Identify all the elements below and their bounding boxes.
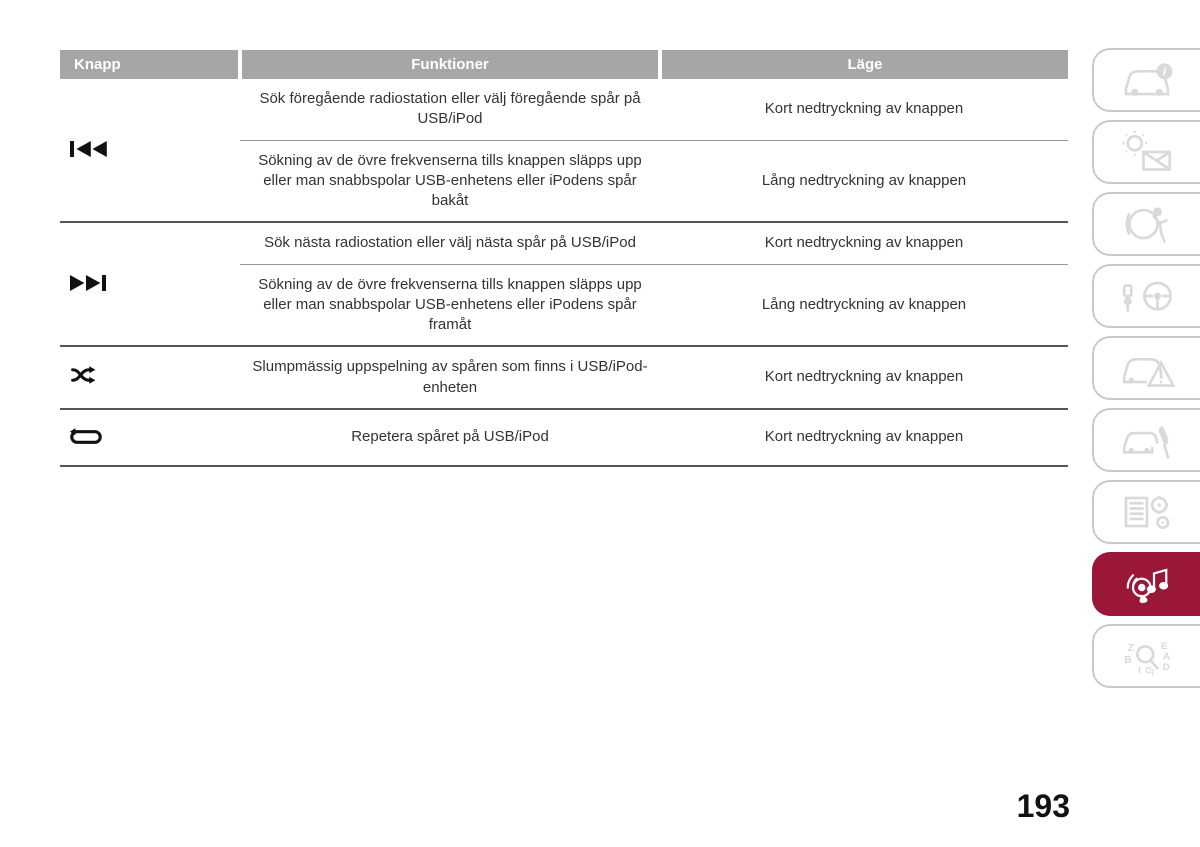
tab-emergency[interactable] (1092, 336, 1200, 400)
cell-lage: Lång nedtryckning av knappen (660, 264, 1068, 346)
tab-maintenance[interactable] (1092, 408, 1200, 472)
cell-funk: Sök nästa radiostation eller välj nästa … (240, 222, 660, 264)
svg-text:D: D (1163, 662, 1170, 673)
cell-funk: Sökning av de övre frekvenserna tills kn… (240, 140, 660, 222)
repeat-icon (60, 409, 240, 466)
cell-lage: Kort nedtryckning av knappen (660, 346, 1068, 409)
cell-funk: Sök föregående radiostation eller välj f… (240, 79, 660, 140)
cell-lage: Kort nedtryckning av knappen (660, 222, 1068, 264)
tab-index[interactable]: Z B I C T E A D (1092, 624, 1200, 688)
tab-starting-driving[interactable] (1092, 264, 1200, 328)
cell-funk: Sökning av de övre frekvenserna tills kn… (240, 264, 660, 346)
cell-funk: Repetera spåret på USB/iPod (240, 409, 660, 466)
cell-lage: Kort nedtryckning av knappen (660, 409, 1068, 466)
svg-text:i: i (1163, 65, 1167, 79)
svg-text:T: T (1151, 668, 1156, 677)
tab-multimedia[interactable] (1092, 552, 1200, 616)
cell-lage: Lång nedtryckning av knappen (660, 140, 1068, 222)
tab-technical-data[interactable] (1092, 480, 1200, 544)
tab-safety[interactable] (1092, 192, 1200, 256)
svg-text:A: A (1163, 651, 1171, 663)
page-number: 193 (1017, 788, 1070, 825)
svg-text:Z: Z (1128, 642, 1135, 654)
shuffle-icon (60, 346, 240, 409)
main-content: Knapp Funktioner Läge Sök föregående (0, 0, 1088, 847)
next-track-icon (60, 222, 240, 346)
svg-text:I: I (1138, 666, 1140, 676)
header-lage: Läge (660, 50, 1068, 79)
cell-funk: Slumpmässig uppspelning av spåren som fi… (240, 346, 660, 409)
header-funktioner: Funktioner (240, 50, 660, 79)
tab-lights-messages[interactable] (1092, 120, 1200, 184)
section-tabs: i (1088, 0, 1200, 847)
header-knapp: Knapp (60, 50, 240, 79)
prev-track-icon (60, 79, 240, 222)
svg-text:B: B (1124, 654, 1132, 666)
tab-vehicle-info[interactable]: i (1092, 48, 1200, 112)
cell-lage: Kort nedtryckning av knappen (660, 79, 1068, 140)
controls-table: Knapp Funktioner Läge Sök föregående (60, 50, 1068, 467)
